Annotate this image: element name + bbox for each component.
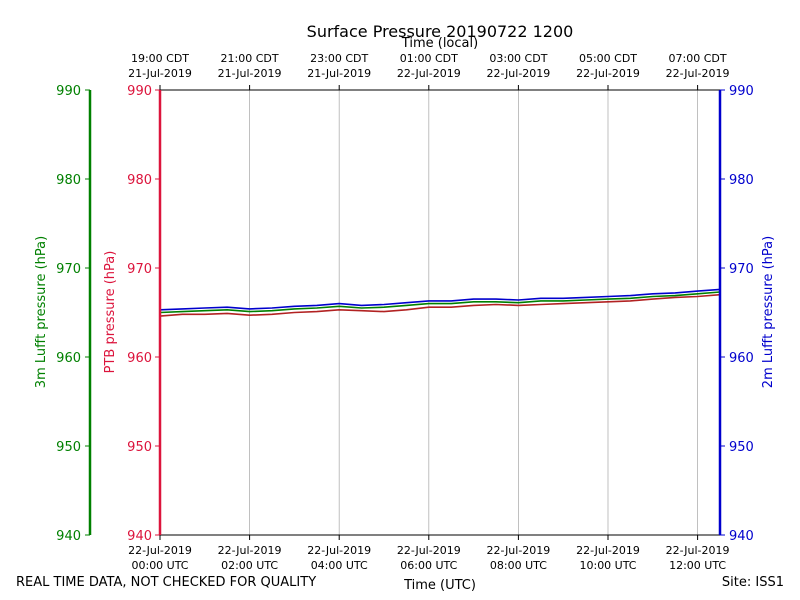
bottom-axis-label: Time (UTC)	[403, 578, 476, 593]
top-tick-date-3: 22-Jul-2019	[397, 67, 461, 80]
chart-title: Surface Pressure 20190722 1200	[307, 22, 574, 41]
bottom-tick-time-2: 04:00 UTC	[311, 559, 368, 572]
outer-tick-label-940: 940	[56, 529, 81, 544]
ptb-tick-label-970: 970	[127, 262, 152, 277]
bottom-tick-time-1: 02:00 UTC	[221, 559, 278, 572]
quality-note: REAL TIME DATA, NOT CHECKED FOR QUALITY	[16, 575, 317, 590]
outer-tick-label-990: 990	[56, 84, 81, 99]
outer-tick-label-960: 960	[56, 351, 81, 366]
axes-layer: 940 940 940 950 950 950 960 960 960 970 970 970 980 9…	[34, 52, 776, 572]
site-label: Site: ISS1	[721, 575, 784, 590]
ptb-axis-label: PTB pressure (hPa)	[103, 251, 118, 374]
series-line-3m-lufft-pressure	[159, 291, 721, 314]
top-tick-time-1: 21:00 CDT	[221, 52, 279, 65]
right-tick-label-950: 950	[729, 440, 754, 455]
ptb-tick-label-980: 980	[127, 173, 152, 188]
right-axis-label: 2m Lufft pressure (hPa)	[761, 236, 776, 388]
bottom-tick-time-0: 00:00 UTC	[131, 559, 188, 572]
top-tick-date-4: 22-Jul-2019	[486, 67, 550, 80]
bottom-tick-time-3: 06:00 UTC	[400, 559, 457, 572]
bottom-tick-date-0: 22-Jul-2019	[128, 544, 192, 557]
bottom-tick-date-4: 22-Jul-2019	[486, 544, 550, 557]
bottom-tick-time-5: 10:00 UTC	[579, 559, 636, 572]
right-tick-label-960: 960	[729, 351, 754, 366]
top-tick-date-2: 21-Jul-2019	[307, 67, 371, 80]
bottom-tick-date-2: 22-Jul-2019	[307, 544, 371, 557]
outer-tick-label-950: 950	[56, 440, 81, 455]
series-line-2m-lufft-pressure	[159, 288, 721, 311]
ptb-tick-label-990: 990	[127, 84, 152, 99]
top-axis-label: Time (local)	[401, 36, 478, 51]
ptb-tick-label-950: 950	[127, 440, 152, 455]
ptb-tick-label-940: 940	[127, 529, 152, 544]
outer-tick-label-970: 970	[56, 262, 81, 277]
bottom-tick-date-1: 22-Jul-2019	[218, 544, 282, 557]
right-tick-label-990: 990	[729, 84, 754, 99]
outer-axis-label: 3m Lufft pressure (hPa)	[34, 236, 49, 388]
top-tick-date-6: 22-Jul-2019	[666, 67, 730, 80]
top-tick-date-0: 21-Jul-2019	[128, 67, 192, 80]
bottom-tick-date-3: 22-Jul-2019	[397, 544, 461, 557]
series-layer	[159, 288, 721, 317]
top-tick-date-5: 22-Jul-2019	[576, 67, 640, 80]
top-tick-time-0: 19:00 CDT	[131, 52, 189, 65]
bottom-tick-time-4: 08:00 UTC	[490, 559, 547, 572]
outer-tick-label-980: 980	[56, 173, 81, 188]
bottom-tick-date-6: 22-Jul-2019	[666, 544, 730, 557]
grid-lines	[249, 90, 698, 535]
bottom-tick-time-6: 12:00 UTC	[669, 559, 726, 572]
bottom-tick-date-5: 22-Jul-2019	[576, 544, 640, 557]
top-tick-time-5: 05:00 CDT	[579, 52, 637, 65]
plot-frame	[88, 89, 722, 536]
top-tick-time-4: 03:00 CDT	[489, 52, 547, 65]
ptb-tick-label-960: 960	[127, 351, 152, 366]
series-line-ptb-pressure	[159, 293, 721, 317]
top-tick-time-2: 23:00 CDT	[310, 52, 368, 65]
right-tick-label-980: 980	[729, 173, 754, 188]
top-tick-date-1: 21-Jul-2019	[218, 67, 282, 80]
right-tick-label-970: 970	[729, 262, 754, 277]
right-tick-label-940: 940	[729, 529, 754, 544]
top-tick-time-3: 01:00 CDT	[400, 52, 458, 65]
top-tick-time-6: 07:00 CDT	[669, 52, 727, 65]
